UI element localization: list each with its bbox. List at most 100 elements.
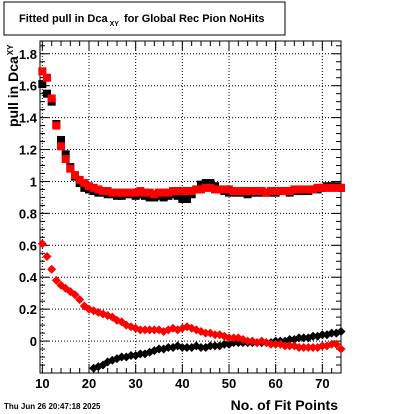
square-marker [257, 187, 266, 196]
square-marker [332, 183, 341, 192]
diamond-marker [243, 336, 253, 346]
diamond-marker [177, 342, 187, 352]
square-marker [52, 121, 61, 130]
square-marker [276, 187, 285, 196]
diamond-marker [336, 344, 346, 354]
chart-title-main: Fitted pull in Dca [19, 13, 108, 25]
square-marker [178, 195, 187, 204]
y-tick-label: 0.4 [19, 270, 38, 285]
diamond-marker [135, 349, 145, 359]
diamond-marker [317, 330, 327, 340]
square-marker [127, 188, 135, 197]
square-marker [113, 188, 121, 197]
data-markers [37, 67, 346, 373]
title-box [3, 1, 286, 36]
square-marker [192, 185, 201, 194]
square-marker [71, 171, 79, 180]
square-marker [267, 187, 275, 196]
x-tick-label: 70 [315, 376, 329, 391]
x-tick-label: 40 [175, 376, 189, 391]
square-marker [94, 185, 103, 194]
x-tick-label: 50 [222, 376, 236, 391]
diamond-marker [247, 336, 257, 346]
diamond-marker [266, 339, 276, 349]
timestamp: Thu Jun 26 20:47:18 2025 [4, 402, 101, 411]
diamond-marker [308, 342, 318, 352]
diamond-marker [37, 239, 47, 249]
grid-lines [40, 41, 341, 373]
square-marker [145, 193, 154, 202]
diamond-marker [126, 350, 136, 360]
square-marker [206, 179, 215, 188]
square-marker [262, 188, 271, 197]
square-marker [313, 183, 322, 192]
square-marker [131, 188, 140, 197]
y-tick-label: 0 [30, 334, 37, 349]
chart-title-subscript: XY [110, 21, 120, 28]
y-tick-label: 1.2 [19, 143, 37, 158]
x-tick-label: 10 [35, 376, 49, 391]
y-tick-label: 0.8 [19, 206, 37, 221]
diamond-marker [47, 264, 57, 274]
diamond-marker [331, 339, 341, 349]
series-2 [89, 327, 346, 373]
square-marker [61, 150, 70, 159]
y-tick-label: 0.6 [19, 238, 37, 253]
diamond-marker [229, 338, 239, 348]
square-marker [229, 187, 238, 196]
square-marker [309, 185, 317, 194]
square-marker [122, 188, 131, 197]
square-marker [103, 187, 112, 196]
diamond-marker [201, 328, 211, 338]
square-marker [206, 183, 215, 192]
x-tick-label: 30 [128, 376, 142, 391]
x-tick-label: 60 [268, 376, 282, 391]
square-marker [304, 185, 313, 194]
diamond-marker [42, 251, 52, 261]
square-marker [215, 185, 224, 194]
square-marker [80, 183, 89, 192]
square-marker [187, 187, 196, 196]
square-marker [89, 183, 98, 192]
square-marker [173, 191, 182, 200]
square-marker [197, 180, 205, 189]
diamond-marker [327, 328, 337, 338]
y-tick-label: 1 [30, 174, 37, 189]
square-marker [145, 188, 154, 197]
square-marker [285, 187, 294, 196]
square-marker [290, 185, 299, 194]
diamond-marker [224, 333, 234, 343]
diamond-marker [280, 341, 290, 351]
square-marker [234, 187, 243, 196]
square-marker [159, 188, 168, 197]
diamond-marker [210, 330, 220, 340]
square-marker [155, 188, 163, 197]
diamond-marker [117, 352, 127, 362]
square-marker [183, 187, 191, 196]
y-tick-label: 1.6 [19, 79, 37, 94]
x-axis-label: No. of Fit Points [231, 397, 339, 413]
square-marker [43, 89, 51, 98]
square-marker [57, 142, 65, 151]
diamond-marker [182, 342, 192, 352]
diamond-marker [135, 325, 145, 335]
square-marker [169, 187, 177, 196]
y-tick-label: 0.2 [19, 302, 37, 317]
square-marker [323, 183, 331, 192]
square-marker [61, 155, 70, 164]
y-axis-label-main: pull in Dca [5, 56, 21, 127]
square-marker [117, 188, 126, 197]
chart-title-rest: for Global Rec Pion NoHits [124, 13, 265, 25]
square-marker [253, 187, 261, 196]
axis-ticks: 10 20 30 40 50 60 70 0 0.2 0.4 0.6 0.8 1 1.2 1.4 1.6 1.8 [19, 41, 342, 391]
square-marker [281, 187, 289, 196]
square-marker [136, 187, 145, 196]
series-1 [38, 67, 345, 199]
square-marker [43, 73, 51, 82]
diamond-marker [327, 339, 337, 349]
diamond-marker [149, 325, 159, 335]
diamond-marker [196, 342, 206, 352]
square-marker [248, 187, 257, 196]
diamond-marker [299, 342, 309, 352]
